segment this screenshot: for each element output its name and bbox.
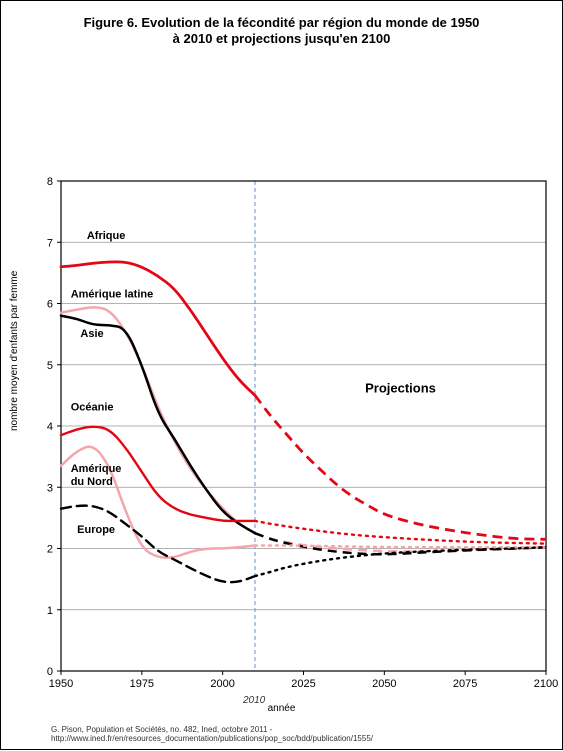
series-océanie-projection (255, 521, 546, 544)
series-asie-historical (61, 316, 255, 533)
y-tick-label: 4 (47, 421, 53, 433)
series-afrique-projection (255, 395, 546, 539)
projections-label: Projections (365, 380, 436, 395)
series-europe-projection (255, 547, 546, 576)
series-label-amérique-latine: Amérique latine (71, 288, 154, 300)
y-tick-label: 5 (47, 360, 53, 372)
x-tick-label: 2050 (372, 678, 396, 690)
fertility-chart: 0 1 2 3 4 5 6 7 8 1950 1975 2000 2025 2050 2075 2100 Afr… (1, 1, 563, 751)
series-label: Amérique (71, 463, 122, 475)
x-tick-label: 2025 (291, 678, 315, 690)
x-axis-label: année (1, 703, 562, 714)
y-tick-label: 7 (47, 237, 53, 249)
series-europe-historical (61, 506, 255, 583)
series-amérique-latine-historical (61, 307, 255, 533)
x-tick-label: 1975 (130, 678, 154, 690)
series-label-asie: Asie (80, 328, 103, 340)
y-tick-label: 8 (47, 176, 53, 188)
figure-container: Figure 6. Evolution de la fécondité par … (0, 0, 563, 750)
y-tick-label: 6 (47, 299, 53, 311)
y-tick-label: 1 (47, 605, 53, 617)
figure-credits: G. Pison, Population et Sociétés, no. 48… (51, 725, 373, 743)
x-tick-label: 2000 (210, 678, 234, 690)
credits-line-1: G. Pison, Population et Sociétés, no. 48… (51, 725, 272, 734)
y-tick-label: 3 (47, 482, 53, 494)
series-label: du Nord (71, 476, 113, 488)
y-tick-label: 2 (47, 544, 53, 556)
x-tick-label: 2075 (453, 678, 477, 690)
x-tick-label: 1950 (49, 678, 73, 690)
x-tick-label: 2100 (534, 678, 558, 690)
series-label-europe: Europe (77, 524, 115, 536)
series-label-océanie: Océanie (71, 402, 114, 414)
series-label-afrique: Afrique (87, 230, 126, 242)
y-tick-label: 0 (47, 666, 53, 678)
credits-line-2: http://www.ined.fr/en/resources_document… (51, 734, 373, 743)
